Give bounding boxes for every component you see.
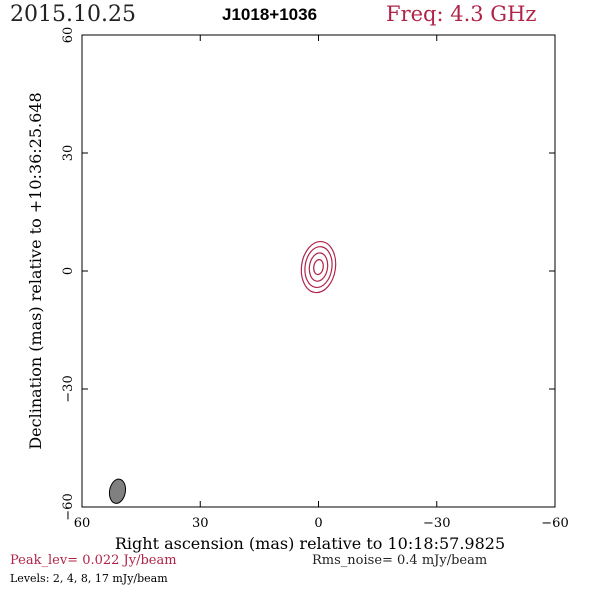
beam-shape bbox=[108, 478, 127, 504]
contour-levels: Levels: 2, 4, 8, 17 mJy/beam bbox=[10, 572, 168, 585]
y-tick-label: 30 bbox=[61, 145, 76, 162]
x-tick-label: 30 bbox=[192, 516, 209, 531]
rms-noise: Rms_noise= 0.4 mJy/beam bbox=[312, 553, 488, 568]
contour-level-8 bbox=[308, 252, 329, 282]
x-tick-label: 0 bbox=[314, 516, 322, 531]
y-tick-label: 60 bbox=[61, 27, 76, 44]
contour-level-4 bbox=[304, 246, 333, 289]
plot-frame bbox=[81, 34, 556, 508]
epoch-date: 2015.10.25 bbox=[10, 2, 136, 27]
peak-level: Peak_lev= 0.022 Jy/beam bbox=[10, 553, 177, 568]
y-tick-label: 0 bbox=[61, 267, 76, 275]
source-name: J1018+1036 bbox=[222, 5, 318, 24]
y-axis-label: Declination (mas) relative to +10:36:25.… bbox=[26, 92, 45, 449]
x-axis-label: Right ascension (mas) relative to 10:18:… bbox=[115, 534, 505, 553]
y-tick-label: −60 bbox=[61, 493, 76, 520]
beam-ellipse bbox=[108, 478, 127, 504]
contour-level-17 bbox=[313, 259, 324, 276]
x-tick-label: −30 bbox=[423, 516, 450, 531]
frequency-label: Freq: 4.3 GHz bbox=[386, 2, 537, 26]
contour-level-2 bbox=[300, 240, 337, 294]
contours bbox=[300, 240, 337, 294]
x-tick-label: −60 bbox=[541, 516, 568, 531]
x-tick-label: 60 bbox=[74, 516, 91, 531]
y-tick-label: −30 bbox=[61, 375, 76, 402]
